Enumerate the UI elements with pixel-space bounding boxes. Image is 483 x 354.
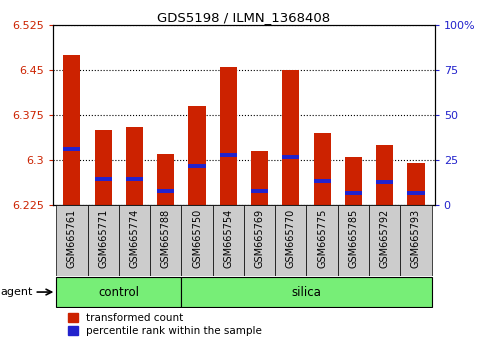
Bar bbox=[63, 55, 81, 205]
Text: GSM665771: GSM665771 bbox=[98, 209, 108, 268]
Bar bbox=[282, 70, 299, 205]
Text: GSM665793: GSM665793 bbox=[411, 209, 421, 268]
Bar bbox=[188, 164, 206, 168]
Text: GSM665769: GSM665769 bbox=[255, 209, 265, 268]
Bar bbox=[345, 157, 362, 205]
Bar bbox=[126, 177, 143, 182]
Bar bbox=[181, 205, 213, 276]
Bar bbox=[275, 205, 307, 276]
Text: GSM665770: GSM665770 bbox=[286, 209, 296, 268]
Text: silica: silica bbox=[292, 286, 321, 298]
Bar bbox=[345, 191, 362, 195]
Bar bbox=[150, 205, 181, 276]
Bar bbox=[63, 147, 81, 152]
Bar bbox=[87, 205, 119, 276]
Bar bbox=[338, 205, 369, 276]
Title: GDS5198 / ILMN_1368408: GDS5198 / ILMN_1368408 bbox=[157, 11, 330, 24]
Text: GSM665750: GSM665750 bbox=[192, 209, 202, 268]
Bar bbox=[313, 133, 331, 205]
Text: GSM665792: GSM665792 bbox=[380, 209, 390, 268]
Bar bbox=[119, 205, 150, 276]
Bar bbox=[157, 189, 174, 194]
Bar bbox=[400, 205, 432, 276]
Text: GSM665761: GSM665761 bbox=[67, 209, 77, 268]
Bar bbox=[407, 191, 425, 195]
Bar bbox=[369, 205, 400, 276]
Text: control: control bbox=[99, 286, 139, 298]
Text: GSM665775: GSM665775 bbox=[317, 209, 327, 268]
Legend: transformed count, percentile rank within the sample: transformed count, percentile rank withi… bbox=[67, 312, 263, 337]
Bar bbox=[251, 151, 268, 205]
Bar bbox=[126, 127, 143, 205]
Bar bbox=[213, 205, 244, 276]
Bar bbox=[307, 205, 338, 276]
Bar bbox=[376, 181, 393, 184]
Bar bbox=[188, 106, 206, 205]
Bar bbox=[56, 277, 181, 307]
Text: GSM665788: GSM665788 bbox=[161, 209, 170, 268]
Text: agent: agent bbox=[0, 287, 33, 297]
Bar bbox=[181, 277, 432, 307]
Bar bbox=[157, 154, 174, 205]
Text: GSM665785: GSM665785 bbox=[348, 209, 358, 268]
Bar bbox=[95, 177, 112, 182]
Bar bbox=[95, 130, 112, 205]
Bar bbox=[251, 189, 268, 194]
Bar bbox=[282, 155, 299, 159]
Bar bbox=[244, 205, 275, 276]
Bar bbox=[220, 153, 237, 158]
Bar bbox=[313, 179, 331, 183]
Bar bbox=[56, 205, 87, 276]
Bar bbox=[407, 163, 425, 205]
Text: GSM665754: GSM665754 bbox=[223, 209, 233, 268]
Text: GSM665774: GSM665774 bbox=[129, 209, 140, 268]
Bar bbox=[220, 67, 237, 205]
Bar bbox=[376, 145, 393, 205]
